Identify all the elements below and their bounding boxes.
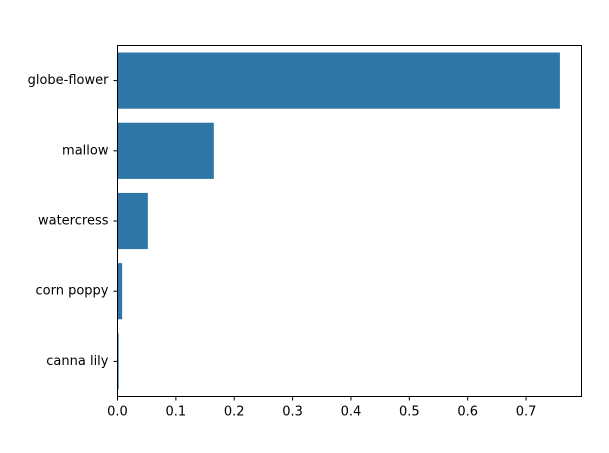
bars-layer xyxy=(117,52,560,390)
bar-corn-poppy xyxy=(117,263,123,320)
x-axis-ticks: 0.0 0.1 0.2 0.3 0.4 0.5 0.6 0.7 xyxy=(107,396,537,420)
y-tick-label: globe-flower xyxy=(28,73,110,88)
bar-mallow xyxy=(117,122,214,179)
bar-watercress xyxy=(117,192,148,250)
bar-globe-flower xyxy=(117,52,560,109)
x-tick-label: 0.5 xyxy=(399,405,420,420)
y-axis-ticks: globe-flower mallow watercress corn poppy ca… xyxy=(28,73,118,369)
plot-frame xyxy=(117,45,582,397)
x-tick-label: 0.1 xyxy=(166,405,187,420)
x-tick-label: 0.2 xyxy=(224,405,245,420)
x-tick-label: 0.4 xyxy=(341,405,362,420)
y-tick-label: watercress xyxy=(38,214,109,229)
bar-canna-lily xyxy=(117,333,119,390)
x-tick-label: 0.7 xyxy=(516,405,537,420)
y-tick-label: mallow xyxy=(62,143,109,158)
y-tick-label: canna lily xyxy=(46,354,109,369)
x-tick-label: 0.0 xyxy=(107,405,128,420)
x-tick-label: 0.3 xyxy=(282,405,303,420)
x-tick-label: 0.6 xyxy=(457,405,478,420)
y-tick-label: corn poppy xyxy=(36,284,109,299)
